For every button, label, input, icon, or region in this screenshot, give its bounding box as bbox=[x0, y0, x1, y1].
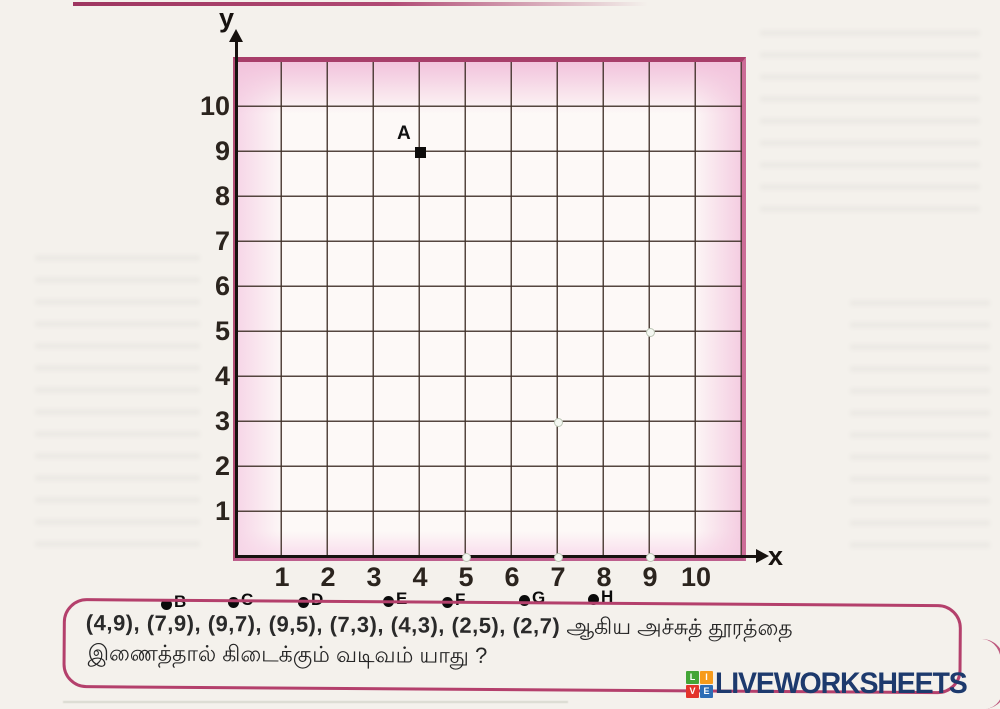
marker-label-H: H bbox=[601, 587, 614, 606]
marker-dot-E[interactable] bbox=[382, 595, 394, 607]
coordinate-grid bbox=[233, 57, 746, 561]
y-tick-label: 1 bbox=[214, 496, 230, 526]
liveworksheets-brand-text: LIVEWORKSHEETS bbox=[715, 667, 968, 700]
coordinate-list: (4,9), (7,9), (9,7), (9,5), (7,3), (4,3)… bbox=[85, 610, 561, 639]
point-A bbox=[414, 146, 426, 158]
x-tick-label: 5 bbox=[458, 562, 474, 592]
bleed-through-smudge bbox=[760, 30, 980, 220]
point-A-label: A bbox=[397, 123, 411, 144]
marker-label-E: E bbox=[396, 589, 408, 608]
bleed-through-smudge bbox=[850, 300, 990, 550]
x-tick-label: 9 bbox=[642, 562, 658, 592]
y-axis-arrow-icon bbox=[229, 29, 243, 42]
x-axis-label: x bbox=[768, 541, 784, 571]
bleed-through-smudge bbox=[35, 255, 200, 555]
x-tick-label: 4 bbox=[412, 562, 428, 592]
faint-point bbox=[553, 417, 563, 427]
faint-point bbox=[553, 552, 563, 562]
x-axis-arrow-icon bbox=[756, 549, 769, 563]
question-line-1-tamil: ஆகிய அச்சுத் தூரத்தை bbox=[566, 613, 793, 641]
page-border-curve bbox=[978, 637, 1000, 709]
marker-dot-D[interactable] bbox=[297, 596, 309, 608]
marker-dot-C[interactable] bbox=[227, 596, 239, 608]
page-top-border-line bbox=[73, 2, 648, 6]
y-tick-label: 8 bbox=[214, 181, 230, 211]
x-tick-label: 7 bbox=[550, 562, 566, 592]
faint-point bbox=[461, 552, 471, 562]
y-tick-label: 6 bbox=[214, 271, 230, 301]
y-tick-label: 3 bbox=[214, 406, 230, 436]
marker-label-G: G bbox=[532, 588, 546, 607]
y-tick-label: 10 bbox=[199, 91, 230, 121]
logo-cell-V: V bbox=[686, 684, 699, 698]
y-axis-label: y bbox=[219, 3, 235, 33]
marker-label-B: B bbox=[174, 592, 187, 611]
y-tick-label: 5 bbox=[214, 316, 230, 346]
marker-label-C: C bbox=[241, 590, 254, 609]
y-tick-label: 9 bbox=[214, 136, 230, 166]
y-tick-label: 2 bbox=[214, 451, 230, 481]
logo-cell-E: E bbox=[700, 684, 713, 698]
marker-dot-G[interactable] bbox=[518, 594, 530, 606]
x-tick-label: 2 bbox=[320, 562, 336, 592]
faint-point bbox=[645, 327, 655, 337]
marker-dot-H[interactable] bbox=[587, 593, 599, 605]
marker-dot-B[interactable] bbox=[160, 598, 172, 610]
logo-cell-L: L bbox=[686, 670, 699, 684]
x-tick-label: 8 bbox=[596, 562, 612, 592]
x-tick-label: 1 bbox=[274, 562, 290, 592]
y-tick-label: 7 bbox=[214, 226, 230, 256]
x-axis bbox=[235, 555, 759, 558]
x-tick-label: 10 bbox=[680, 562, 712, 592]
y-tick-label: 4 bbox=[214, 361, 230, 391]
x-tick-label: 3 bbox=[366, 562, 382, 592]
logo-cell-I: I bbox=[700, 670, 713, 684]
y-axis bbox=[235, 42, 238, 557]
marker-label-F: F bbox=[455, 590, 466, 609]
bleed-through-line bbox=[63, 701, 568, 703]
x-tick-label: 6 bbox=[504, 562, 520, 592]
faint-point bbox=[645, 552, 655, 562]
marker-label-D: D bbox=[311, 590, 324, 609]
marker-dot-F[interactable] bbox=[441, 596, 453, 608]
